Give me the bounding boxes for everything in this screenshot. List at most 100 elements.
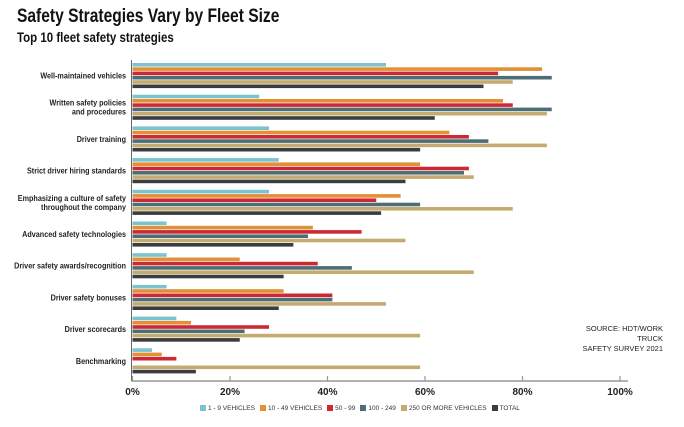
- bar-1-4: [132, 75, 552, 80]
- legend-label: 10 - 49 VEHICLES: [267, 405, 323, 412]
- bar-4-4: [132, 171, 464, 175]
- bar-10-3: [132, 356, 177, 361]
- bar-3-2: [132, 130, 450, 135]
- legend-item: 50 - 99: [327, 405, 355, 412]
- bar-3-3: [132, 135, 469, 139]
- chart-subtitle: Top 10 fleet safety strategies: [17, 29, 174, 45]
- bar-5-6: [132, 211, 382, 215]
- category-label: Well-maintained vehicles: [40, 71, 126, 81]
- bar-9-1: [132, 316, 177, 321]
- legend-swatch: [200, 405, 206, 411]
- x-tick-label: 100%: [607, 387, 633, 398]
- chart-title: Safety Strategies Vary by Fleet Size: [17, 6, 280, 27]
- category-label: Advanced safety technologies: [22, 229, 126, 239]
- bar-7-3: [132, 261, 318, 266]
- bar-10-1: [132, 348, 152, 352]
- legend-swatch: [491, 405, 498, 411]
- x-tick-label: 60%: [415, 387, 435, 398]
- bar-1-6: [132, 84, 484, 89]
- bar-9-4: [132, 329, 245, 334]
- x-tick-label: 80%: [512, 387, 532, 398]
- bar-1-5: [132, 80, 513, 84]
- bar-8-2: [132, 289, 284, 293]
- bar-10-6: [132, 369, 196, 374]
- bar-9-5: [132, 333, 421, 338]
- bar-9-6: [132, 338, 240, 342]
- bar-2-1: [132, 94, 260, 99]
- source-note: SOURCE: HDT/WORK TRUCK SAFETY SURVEY 202…: [560, 324, 663, 354]
- bar-6-4: [132, 234, 308, 238]
- bar-10-2: [132, 352, 162, 357]
- bar-8-1: [132, 284, 167, 289]
- legend-item: 250 OR MORE VEHICLES: [400, 405, 487, 412]
- bar-3-1: [132, 126, 269, 130]
- category-label: Driver scorecards: [65, 325, 127, 335]
- bar-3-5: [132, 143, 547, 148]
- legend-label: 50 - 99: [335, 405, 356, 412]
- bar-9-2: [132, 320, 191, 325]
- bar-4-1: [132, 158, 279, 162]
- bar-1-1: [132, 63, 386, 67]
- legend-swatch: [259, 405, 266, 411]
- bar-5-4: [132, 202, 421, 207]
- legend-swatch: [327, 405, 334, 411]
- bar-6-3: [132, 230, 362, 234]
- legend-item: 100 - 249: [360, 405, 396, 412]
- legend-label: TOTAL: [499, 405, 520, 412]
- bar-7-6: [132, 274, 284, 279]
- bar-5-1: [132, 189, 269, 194]
- bar-9-3: [132, 325, 269, 329]
- source-line-1: SOURCE: HDT/WORK TRUCK: [585, 324, 663, 343]
- category-label: Driver safety awards/recognition: [14, 261, 126, 271]
- x-tick-label: 20%: [220, 387, 240, 398]
- legend-swatch: [360, 405, 367, 411]
- bar-10-5: [132, 365, 421, 370]
- bar-1-3: [132, 71, 499, 76]
- legend: 1 - 9 VEHICLES 10 - 49 VEHICLES 50 - 99 100…: [200, 405, 520, 412]
- bar-6-2: [132, 225, 313, 230]
- bar-6-6: [132, 243, 294, 247]
- bar-5-2: [132, 194, 401, 198]
- bar-7-1: [132, 253, 167, 257]
- bar-4-5: [132, 175, 474, 179]
- legend-swatch: [400, 405, 407, 411]
- bar-7-2: [132, 257, 240, 262]
- bar-6-1: [132, 221, 167, 226]
- bar-2-5: [132, 111, 547, 116]
- category-label: Emphasizing a culture of safety throughou…: [18, 193, 127, 212]
- legend-item: 10 - 49 VEHICLES: [259, 405, 323, 412]
- source-line-2: SAFETY SURVEY 2021: [582, 344, 663, 353]
- bar-5-5: [132, 207, 513, 211]
- bar-3-6: [132, 147, 421, 152]
- category-label: Driver training: [77, 134, 126, 144]
- legend-label: 100 - 249: [368, 405, 396, 412]
- bar-4-6: [132, 179, 406, 184]
- legend-item: 1 - 9 VEHICLES: [200, 405, 255, 412]
- bar-5-3: [132, 198, 377, 202]
- bar-2-6: [132, 116, 435, 120]
- bar-8-3: [132, 293, 333, 298]
- bar-8-5: [132, 302, 386, 306]
- bar-8-6: [132, 306, 279, 310]
- bar-1-2: [132, 67, 542, 71]
- x-tick-label: 0%: [125, 387, 140, 398]
- bar-2-4: [132, 107, 552, 112]
- category-label: Strict driver hiring standards: [27, 166, 127, 176]
- x-tick-label: 40%: [317, 387, 337, 398]
- legend-label: 250 OR MORE VEHICLES: [408, 405, 487, 412]
- bar-8-4: [132, 297, 333, 302]
- bar-7-4: [132, 266, 352, 270]
- legend-item: TOTAL: [491, 405, 520, 412]
- legend-label: 1 - 9 VEHICLES: [208, 405, 255, 412]
- bar-2-3: [132, 103, 513, 107]
- bar-2-2: [132, 99, 503, 103]
- bar-3-4: [132, 139, 489, 143]
- bar-4-3: [132, 166, 469, 171]
- category-label: Driver safety bonuses: [51, 293, 127, 303]
- category-label: Written safety policies and procedures: [50, 98, 127, 117]
- bar-7-5: [132, 270, 474, 274]
- category-label: Benchmarking: [76, 356, 126, 366]
- bar-4-2: [132, 162, 421, 166]
- bar-6-5: [132, 238, 406, 243]
